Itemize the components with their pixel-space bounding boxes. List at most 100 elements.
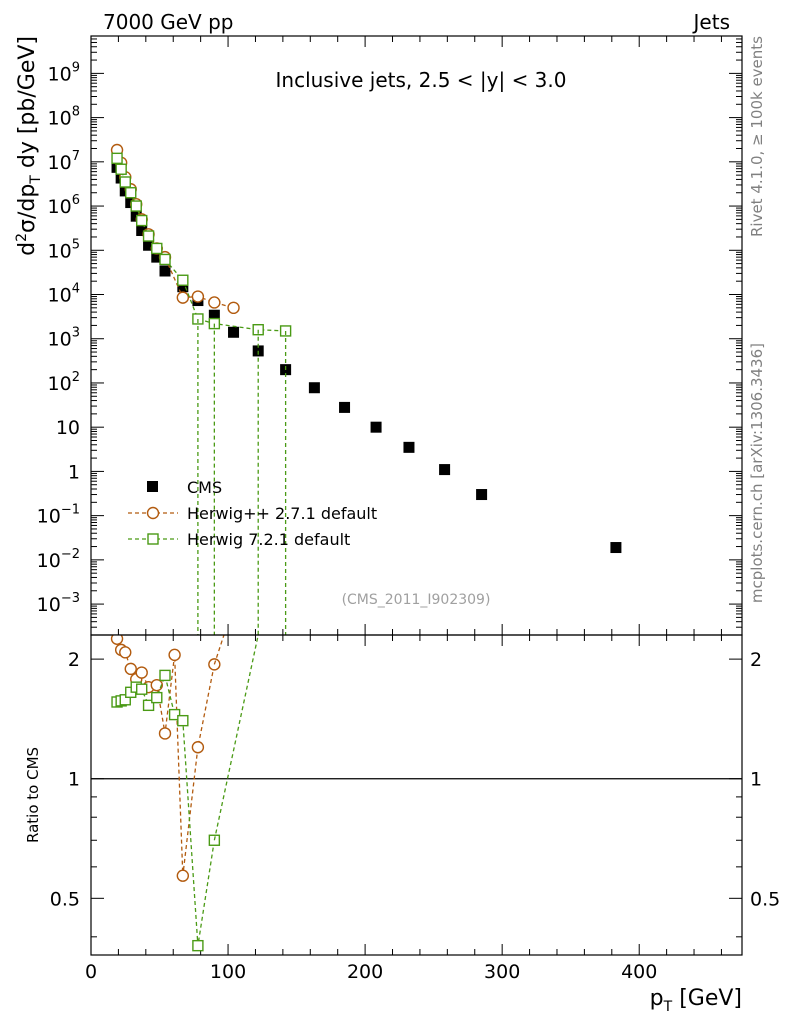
data-point-herwigpp (208, 296, 221, 309)
x-tick-label: 100 (210, 961, 246, 983)
y-tick-label: 10−1 (37, 503, 80, 528)
y-tick-label: 108 (48, 105, 80, 130)
main-series-group (110, 143, 622, 635)
data-point-herwig7 (111, 152, 123, 165)
data-point-cms (136, 225, 148, 237)
y-tick-label: 1 (68, 461, 80, 483)
ratio-series-group (110, 635, 259, 952)
x-axis-title: pT [GeV] (650, 986, 742, 1015)
header-right-label: Jets (692, 10, 730, 34)
data-point-herwig7 (119, 176, 131, 188)
series-line-herwigpp (116, 149, 234, 309)
data-point-cms (403, 441, 415, 453)
ratio-point-herwig7 (136, 683, 148, 695)
analysis-watermark: (CMS_2011_I902309) (342, 592, 491, 608)
data-point-herwig7 (125, 187, 137, 199)
ratio-y-tick-label-right: 0.5 (750, 888, 780, 910)
ratio-y-tick-label: 0.5 (50, 888, 80, 910)
legend-item-herwig7: Herwig 7.2.1 default (128, 530, 350, 549)
series-herwigpp (110, 143, 240, 315)
y-tick-label: 107 (48, 149, 80, 174)
data-point-cms (476, 489, 488, 501)
data-point-cms (439, 464, 451, 476)
data-point-herwigpp (227, 301, 240, 315)
data-point-herwig7 (177, 274, 189, 286)
legend-item-herwigpp: Herwig++ 2.7.1 default (128, 504, 377, 523)
ratio-series-herwig7 (111, 669, 221, 952)
ratio-point-herwigpp (110, 635, 124, 645)
legend-herwig7-marker (147, 533, 159, 545)
rivet-version-label: Rivet 4.1.0, ≥ 100k events (748, 36, 766, 237)
y-tick-label: 10−2 (37, 547, 80, 572)
legend-herwigpp-label: Herwig++ 2.7.1 default (187, 504, 377, 523)
ratio-point-herwigpp (119, 646, 132, 659)
series-herwig7 (111, 152, 292, 337)
ratio-point-herwigpp (191, 741, 205, 754)
x-tick-label: 0 (85, 961, 97, 983)
data-point-herwig7 (159, 253, 171, 266)
ratio-point-herwig7 (177, 714, 189, 727)
x-tick-label: 200 (347, 961, 383, 983)
ratio-point-herwig7 (168, 708, 181, 721)
ratio-y-tick-label-right: 1 (750, 769, 762, 791)
y-tick-label: 109 (48, 60, 80, 85)
data-point-herwig7 (115, 163, 127, 175)
y-tick-label: 103 (48, 326, 80, 351)
data-point-cms (143, 239, 155, 251)
ratio-point-herwig7 (142, 699, 155, 712)
ratio-y-axis-title: Ratio to CMS (24, 747, 42, 843)
y-tick-label: 106 (48, 193, 80, 218)
data-point-herwig7 (142, 230, 155, 242)
legend-herwig7-label: Herwig 7.2.1 default (187, 530, 350, 549)
y-tick-label: 105 (48, 237, 80, 262)
ratio-point-herwig7 (159, 669, 171, 682)
ratio-y-tick-label: 1 (68, 769, 80, 791)
y-tick-label: 10−3 (37, 591, 80, 616)
ratio-line-herwig7 (116, 673, 215, 946)
legend: CMS Herwig++ 2.7.1 default Herwig 7.2.1 … (128, 478, 377, 549)
header-left-label: 7000 GeV pp (103, 10, 234, 34)
data-point-cms (339, 401, 351, 413)
mcplots-source-label: mcplots.cern.ch [arXiv:1306.3436] (748, 343, 766, 603)
data-point-herwig7 (136, 214, 148, 227)
legend-herwigpp-marker (146, 506, 160, 520)
ratio-frame (90, 634, 743, 956)
legend-cms-label: CMS (187, 478, 222, 497)
ratio-point-herwig7 (192, 939, 204, 952)
data-point-cms (228, 326, 240, 338)
ratio-rise-herwigpp (213, 635, 225, 665)
data-point-herwig7 (130, 200, 142, 212)
series-line-herwig7 (116, 158, 286, 332)
data-point-herwig7 (151, 242, 163, 255)
data-point-cms (610, 542, 622, 554)
ratio-y-tick-label-right: 2 (750, 649, 762, 671)
y-tick-label: 102 (48, 370, 80, 395)
data-point-cms (308, 382, 320, 394)
ratio-point-herwigpp (150, 678, 163, 692)
ratio-rise-herwig7 (213, 635, 259, 841)
ratio-y-tick-label: 2 (68, 649, 80, 671)
y-tick-label: 104 (48, 282, 80, 307)
x-tick-label: 400 (621, 961, 657, 983)
legend-item-cms: CMS (147, 478, 222, 497)
ratio-point-herwigpp (135, 666, 148, 679)
ratio-axis-ticks: 0 100 200 300 400 0.5 0.5 1 1 2 2 (50, 635, 780, 983)
ratio-point-herwigpp (124, 662, 137, 676)
y-tick-label: 10 (56, 417, 80, 439)
main-chart-title: Inclusive jets, 2.5 < |y| < 3.0 (276, 68, 567, 92)
data-point-herwigpp (176, 291, 190, 304)
data-point-herwigpp (191, 290, 205, 303)
x-tick-label: 300 (484, 961, 520, 983)
ratio-point-herwigpp (158, 727, 172, 740)
data-point-cms (159, 265, 171, 277)
main-y-axis-title: d2σ/dpT dy [pb/GeV] (14, 36, 44, 256)
ratio-point-herwig7 (151, 691, 163, 704)
ratio-point-herwigpp (168, 648, 181, 662)
ratio-panel: 0 100 200 300 400 0.5 0.5 1 1 2 2 Ratio to CMS (24, 634, 780, 983)
data-point-cms (208, 309, 220, 321)
data-point-cms (151, 251, 163, 263)
main-panel: Inclusive jets, 2.5 < |y| < 3.0 (CMS_201… (14, 35, 743, 636)
ratio-point-herwigpp (176, 869, 190, 882)
